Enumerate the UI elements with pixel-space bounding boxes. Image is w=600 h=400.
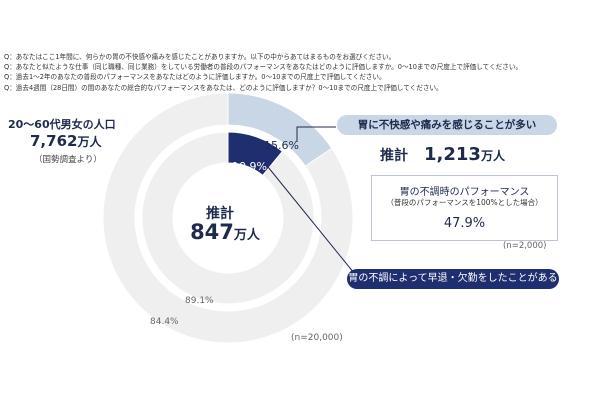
discomfort-estimate-number: 1,213 — [424, 144, 481, 165]
callout-discomfort: 胃に不快感や痛みを感じることが多い — [337, 115, 557, 135]
inner-highlight-label: 10.9% — [232, 160, 267, 173]
center-estimate-value: 847万人 — [175, 220, 275, 244]
question-2: Q：あなたと似たような仕事（同じ職種、同じ業務）をしている労働者の普段のパフォー… — [4, 63, 523, 72]
question-4: Q：過去4週間（28日間）の間のあなたの総合的なパフォーマンスをあなたは、どのよ… — [4, 83, 443, 92]
connector-line-discomfort — [296, 126, 336, 142]
population-source: （国勢調査より） — [34, 155, 102, 165]
outer-slice-1 — [102, 92, 354, 344]
performance-value: 47.9% — [443, 216, 486, 231]
outer-highlight-label: 15.6% — [264, 139, 299, 152]
performance-title: 胃の不調時のパフォーマンス — [399, 187, 530, 198]
outer-ring — [102, 92, 354, 344]
inner-ring — [141, 131, 315, 305]
performance-box: 胃の不調時のパフォーマンス （普段のパフォーマンスを100%とした場合） 47.… — [371, 175, 558, 241]
sample-size-large: (n=20,000) — [291, 333, 343, 343]
population-unit: 万人 — [77, 135, 102, 149]
callout-absence: 胃の不調によって早退・欠勤をしたことがある — [347, 269, 559, 289]
population-label: 20～60代男女の人口 — [8, 118, 116, 131]
population-number: 7,762 — [30, 132, 78, 150]
question-1: Q：あなたはここ1年間に、何らかの胃の不快感や痛みを感じたことがありますか。以下… — [4, 53, 396, 61]
performance-subtitle: （普段のパフォーマンスを100%とした場合） — [386, 198, 543, 207]
population-value: 7,762万人 — [30, 132, 101, 150]
discomfort-estimate: 推計 1,213万人 — [380, 144, 505, 165]
discomfort-estimate-unit: 万人 — [480, 149, 505, 163]
percent-labels: 15.6% 84.4% 10.9% 89.1% — [150, 139, 299, 327]
question-3: Q：過去1～2年のあなたの普段のパフォーマンスをあなたはどのように評価しますか。… — [4, 73, 386, 82]
survey-questions: Q：あなたはここ1年間に、何らかの胃の不快感や痛みを感じたことがありますか。以下… — [4, 52, 596, 93]
inner-rest-label: 89.1% — [185, 296, 214, 306]
sample-size-small: (n=2,000) — [503, 241, 547, 251]
connector-line-absence — [267, 166, 355, 274]
center-estimate-label: 推計 — [206, 206, 234, 222]
outer-rest-label: 84.4% — [150, 317, 179, 327]
discomfort-estimate-label: 推計 — [380, 148, 408, 164]
center-unit: 万人 — [233, 228, 260, 243]
center-number: 847 — [190, 220, 234, 244]
inner-slice-1 — [141, 131, 315, 305]
